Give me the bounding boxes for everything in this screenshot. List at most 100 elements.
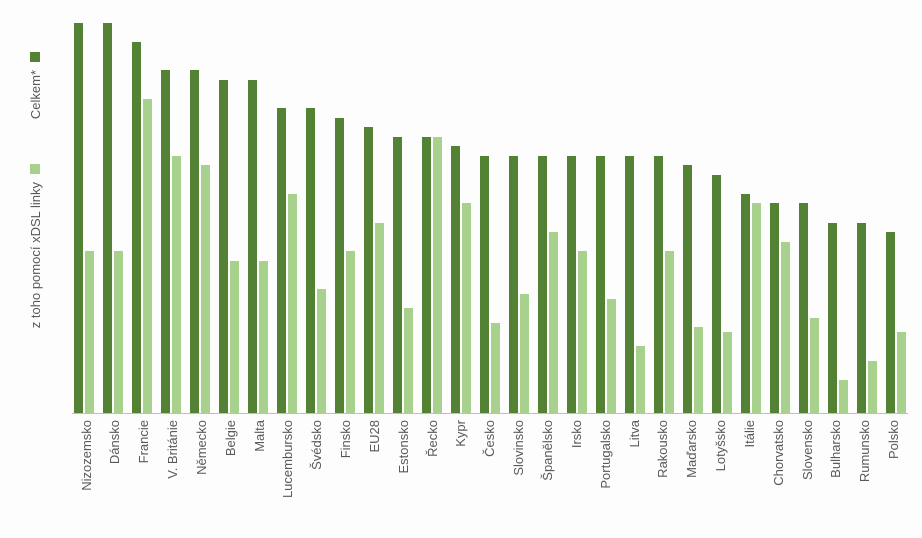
legend-swatch-xdsl: [30, 164, 40, 174]
x-label-slot: Itálie: [735, 420, 763, 530]
category-group: [161, 70, 181, 413]
plot-area: [72, 14, 908, 414]
category-group: [422, 137, 442, 413]
x-label-slot: Švédsko: [303, 420, 331, 530]
x-label-slot: Lotyšsko: [707, 420, 735, 530]
legend: Celkem* z toho pomocí xDSL linky: [10, 30, 60, 350]
x-label-slot: Chorvatsko: [764, 420, 792, 530]
x-axis-label: Bulharsko: [828, 420, 843, 478]
x-axis-label: Španělsko: [540, 420, 555, 481]
category-group: [335, 118, 355, 413]
bar-celkem: [277, 108, 286, 413]
x-label-slot: Rumunsko: [851, 420, 879, 530]
category-group: [248, 80, 268, 413]
category-group: [828, 223, 848, 413]
bar-celkem: [741, 194, 750, 413]
x-axis-label: Dánsko: [107, 420, 122, 464]
bar-xdsl: [491, 323, 500, 413]
bar-xdsl: [375, 223, 384, 413]
bar-xdsl: [259, 261, 268, 413]
x-axis-label: Slovinsko: [511, 420, 526, 476]
bar-celkem: [364, 127, 373, 413]
category-group: [857, 223, 877, 413]
bar-xdsl: [607, 299, 616, 413]
x-label-slot: Nizozemsko: [72, 420, 100, 530]
x-label-slot: Estonsko: [389, 420, 417, 530]
x-axis-label: Řecko: [425, 420, 440, 457]
x-label-slot: Česko: [476, 420, 504, 530]
x-axis-label: Maďarsko: [684, 420, 699, 478]
x-label-slot: Irsko: [562, 420, 590, 530]
category-group: [683, 165, 703, 413]
bar-xdsl: [810, 318, 819, 413]
x-axis-label: Itálie: [742, 420, 757, 447]
x-axis-label: Belgie: [223, 420, 238, 456]
x-label-slot: Slovinsko: [505, 420, 533, 530]
x-axis-label: Německo: [194, 420, 209, 475]
category-group: [654, 156, 674, 413]
x-axis-label: Slovensko: [800, 420, 815, 480]
bar-celkem: [451, 146, 460, 413]
category-group: [567, 156, 587, 413]
category-group: [596, 156, 616, 413]
x-axis-label: V. Británie: [165, 420, 180, 479]
bar-chart: Celkem* z toho pomocí xDSL linky Nizozem…: [0, 0, 922, 538]
bar-xdsl: [723, 332, 732, 413]
bar-celkem: [248, 80, 257, 413]
bar-celkem: [219, 80, 228, 413]
category-group: [306, 108, 326, 413]
category-group: [364, 127, 384, 413]
x-label-slot: Maďarsko: [678, 420, 706, 530]
legend-entry-xdsl: z toho pomocí xDSL linky: [28, 164, 43, 328]
bar-xdsl: [665, 251, 674, 413]
x-label-slot: Rakousko: [649, 420, 677, 530]
bar-celkem: [770, 203, 779, 413]
bar-celkem: [625, 156, 634, 413]
category-group: [132, 42, 152, 413]
bar-celkem: [828, 223, 837, 413]
bar-xdsl: [868, 361, 877, 413]
bar-celkem: [335, 118, 344, 413]
category-group: [480, 156, 500, 413]
category-group: [538, 156, 558, 413]
bar-celkem: [422, 137, 431, 413]
bar-celkem: [480, 156, 489, 413]
bar-celkem: [886, 232, 895, 413]
x-axis-label: Estonsko: [396, 420, 411, 473]
bar-xdsl: [520, 294, 529, 413]
x-axis-label: Malta: [252, 420, 267, 452]
category-group: [741, 194, 761, 413]
bar-celkem: [799, 203, 808, 413]
x-axis-label: Švédsko: [309, 420, 324, 470]
bar-xdsl: [462, 203, 471, 413]
bar-celkem: [161, 70, 170, 413]
category-group: [886, 232, 906, 413]
bar-celkem: [596, 156, 605, 413]
bar-xdsl: [781, 242, 790, 413]
bar-celkem: [509, 156, 518, 413]
category-group: [277, 108, 297, 413]
bar-celkem: [393, 137, 402, 413]
bar-xdsl: [85, 251, 94, 413]
x-label-slot: Polsko: [880, 420, 908, 530]
x-label-slot: Kypr: [447, 420, 475, 530]
category-group: [799, 203, 819, 413]
x-label-slot: Německo: [187, 420, 215, 530]
x-axis-label: Portugalsko: [598, 420, 613, 489]
x-axis-label: Lotyšsko: [713, 420, 728, 471]
bar-xdsl: [404, 308, 413, 413]
x-axis-label: Česko: [482, 420, 497, 457]
x-label-slot: Dánsko: [101, 420, 129, 530]
x-label-slot: EU28: [360, 420, 388, 530]
category-group: [451, 146, 471, 413]
category-group: [509, 156, 529, 413]
bar-xdsl: [172, 156, 181, 413]
bar-xdsl: [230, 261, 239, 413]
bar-xdsl: [549, 232, 558, 413]
category-group: [712, 175, 732, 413]
x-axis-label: Nizozemsko: [79, 420, 94, 491]
category-group: [219, 80, 239, 413]
bar-celkem: [132, 42, 141, 413]
x-axis-label: Litva: [627, 420, 642, 447]
bar-xdsl: [288, 194, 297, 413]
